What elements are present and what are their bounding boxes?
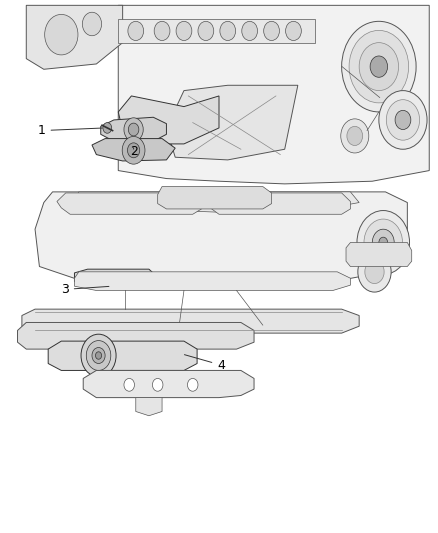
Polygon shape xyxy=(210,193,350,214)
Polygon shape xyxy=(83,370,254,398)
Circle shape xyxy=(45,14,78,55)
Circle shape xyxy=(128,21,144,41)
Polygon shape xyxy=(74,269,158,289)
Polygon shape xyxy=(26,5,123,69)
Polygon shape xyxy=(92,139,175,161)
Circle shape xyxy=(187,378,198,391)
Circle shape xyxy=(124,378,134,391)
Text: 4: 4 xyxy=(184,354,225,372)
Polygon shape xyxy=(74,192,359,213)
Circle shape xyxy=(103,123,112,133)
Circle shape xyxy=(198,21,214,41)
Circle shape xyxy=(347,126,363,146)
Polygon shape xyxy=(136,398,162,416)
Circle shape xyxy=(176,21,192,41)
Circle shape xyxy=(395,110,411,130)
Polygon shape xyxy=(118,19,315,43)
Circle shape xyxy=(379,237,388,248)
Circle shape xyxy=(358,252,391,292)
Circle shape xyxy=(152,378,163,391)
Polygon shape xyxy=(101,117,166,141)
Circle shape xyxy=(154,21,170,41)
Circle shape xyxy=(372,229,394,256)
Circle shape xyxy=(341,119,369,153)
Circle shape xyxy=(127,143,140,158)
Text: 2: 2 xyxy=(130,146,138,158)
Circle shape xyxy=(286,21,301,41)
Polygon shape xyxy=(346,243,412,266)
Polygon shape xyxy=(118,96,219,144)
Circle shape xyxy=(128,123,139,136)
Circle shape xyxy=(220,21,236,41)
Circle shape xyxy=(386,100,420,140)
Circle shape xyxy=(82,12,102,36)
Circle shape xyxy=(264,21,279,41)
Polygon shape xyxy=(74,272,350,290)
Circle shape xyxy=(95,352,102,359)
Circle shape xyxy=(357,211,410,274)
Circle shape xyxy=(92,348,105,364)
Circle shape xyxy=(108,273,118,286)
Text: 3: 3 xyxy=(61,283,109,296)
Circle shape xyxy=(379,91,427,149)
Polygon shape xyxy=(35,192,407,288)
Polygon shape xyxy=(118,5,429,184)
Circle shape xyxy=(110,277,116,283)
Polygon shape xyxy=(48,341,197,370)
Circle shape xyxy=(364,219,403,266)
Circle shape xyxy=(122,136,145,164)
Polygon shape xyxy=(166,85,298,160)
Circle shape xyxy=(365,260,384,284)
Circle shape xyxy=(81,334,116,377)
Circle shape xyxy=(359,43,399,91)
Text: 1: 1 xyxy=(38,124,102,137)
Circle shape xyxy=(349,30,409,103)
Polygon shape xyxy=(57,193,201,214)
Polygon shape xyxy=(158,187,272,209)
Circle shape xyxy=(242,21,258,41)
Circle shape xyxy=(342,21,416,112)
Circle shape xyxy=(370,56,388,77)
Circle shape xyxy=(86,341,111,370)
Circle shape xyxy=(124,118,143,141)
Polygon shape xyxy=(22,309,359,333)
Polygon shape xyxy=(18,322,254,349)
